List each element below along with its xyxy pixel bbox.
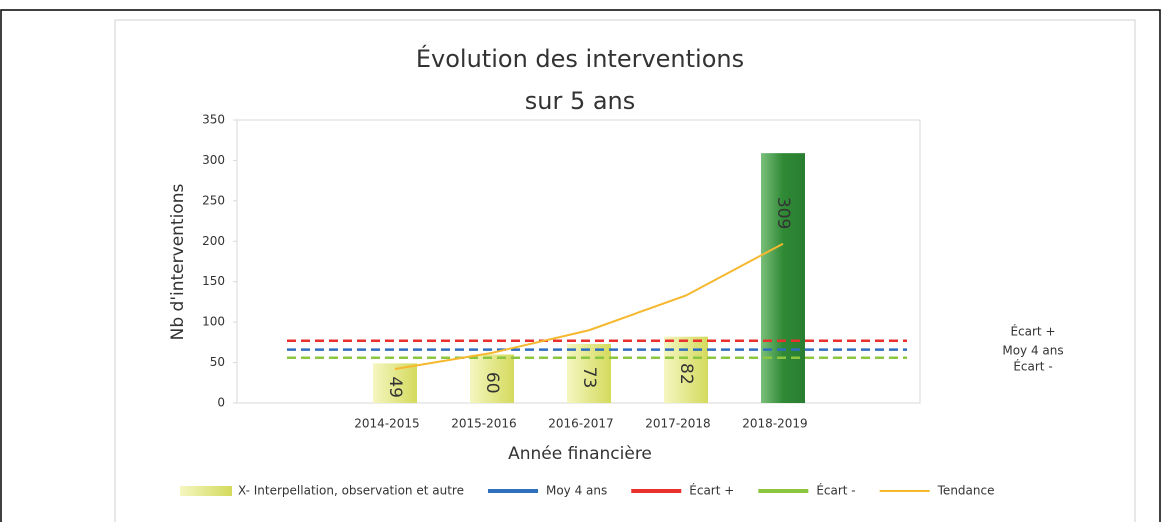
- bar: [664, 336, 708, 403]
- y-tick-label: 200: [202, 234, 225, 248]
- y-axis-title: Nb d'interventions: [168, 184, 188, 341]
- value-label: 309: [773, 197, 793, 229]
- value-label: 73: [579, 367, 599, 389]
- reference-label: Moy 4 ans: [1002, 344, 1063, 358]
- chart-area: [114, 19, 1136, 522]
- y-tick-label: 300: [202, 153, 225, 167]
- x-tick-label: 2015-2016: [451, 417, 516, 431]
- frame: [0, 9, 1161, 522]
- y-tick-label: 50: [210, 355, 225, 369]
- x-tick-label: 2014-2015: [354, 417, 419, 431]
- reference-label: Écart +: [1010, 324, 1055, 339]
- reference-label: Écart -: [1013, 359, 1052, 374]
- bar: [567, 343, 611, 403]
- value-label: 49: [385, 376, 405, 398]
- x-tick-label: 2017-2018: [645, 417, 710, 431]
- x-tick-label: 2016-2017: [548, 417, 613, 431]
- bar: [373, 363, 417, 403]
- legend-label: Écart -: [816, 483, 855, 498]
- chart-title: Évolution des interventions: [416, 44, 744, 73]
- y-tick-label: 250: [202, 193, 225, 207]
- y-tick-label: 100: [202, 315, 225, 329]
- bar: [470, 354, 514, 403]
- legend-swatch: [180, 486, 232, 496]
- value-label: 60: [482, 372, 502, 394]
- legend-label: Écart +: [689, 483, 734, 498]
- y-tick-label: 0: [217, 396, 225, 410]
- value-label: 82: [676, 363, 696, 385]
- legend-label: Tendance: [937, 484, 995, 498]
- x-tick-label: 2018-2019: [742, 417, 807, 431]
- legend-label: X- Interpellation, observation et autre: [238, 484, 464, 498]
- y-tick-label: 150: [202, 274, 225, 288]
- bar: [761, 153, 805, 403]
- chart-title: sur 5 ans: [525, 87, 636, 115]
- legend-label: Moy 4 ans: [546, 484, 607, 498]
- trend-line: [394, 242, 784, 371]
- y-tick-label: 350: [202, 113, 225, 127]
- x-axis-title: Année financière: [508, 444, 652, 464]
